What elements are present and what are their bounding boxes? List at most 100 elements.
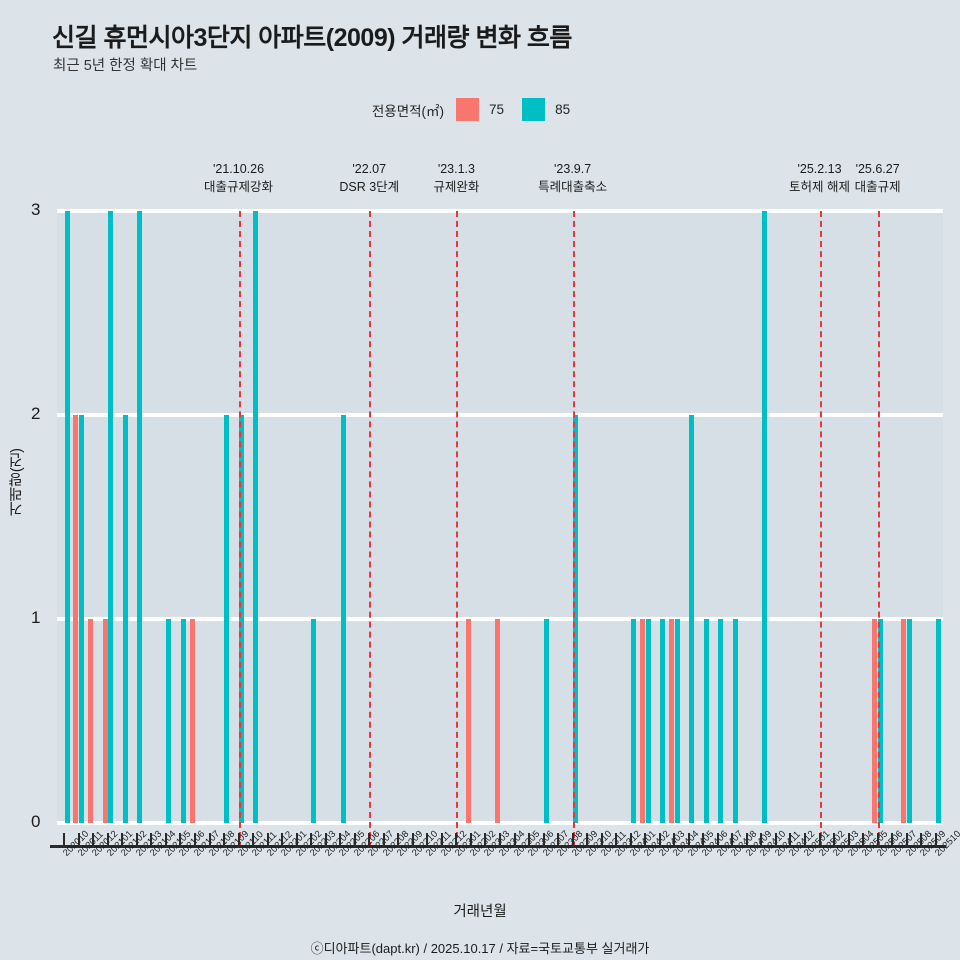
x-tick-202303 <box>484 833 487 845</box>
event-line-202309 <box>572 211 575 848</box>
x-tick-202503 <box>833 833 836 845</box>
event-name: 규제완화 <box>433 180 480 195</box>
bar-202011-85[interactable] <box>79 415 85 823</box>
x-tick-202201 <box>281 833 284 845</box>
bar-202402-85[interactable] <box>645 619 651 823</box>
bar-202510-85[interactable] <box>936 619 942 823</box>
event-name: 대출규제 <box>854 180 901 195</box>
x-tick-202011 <box>77 833 80 845</box>
bar-202109-85[interactable] <box>224 415 230 823</box>
bar-202101-85[interactable] <box>108 211 114 823</box>
bar-202506-85[interactable] <box>877 619 883 823</box>
legend-label-75: 75 <box>489 102 505 117</box>
bar-202407-85[interactable] <box>718 619 724 823</box>
x-tick-202111 <box>252 833 255 845</box>
bar-202107-75[interactable] <box>189 619 195 823</box>
x-tick-202502 <box>818 833 821 845</box>
legend-item-75[interactable]: 75 <box>456 98 504 121</box>
bar-202203-85[interactable] <box>311 619 317 823</box>
x-tick-202104 <box>150 833 153 845</box>
x-tick-202108 <box>208 833 211 845</box>
event-line-202506 <box>877 211 880 848</box>
x-tick-202202 <box>295 833 298 845</box>
x-axis-title: 거래년월 <box>453 904 507 920</box>
event-date: '25.6.27 <box>855 162 900 176</box>
event-line-202110 <box>238 211 241 848</box>
bar-202205-85[interactable] <box>340 415 346 823</box>
x-tick-202203 <box>310 833 313 845</box>
bar-202110-85[interactable] <box>238 415 244 823</box>
x-tick-202105 <box>164 833 167 845</box>
x-tick-202411 <box>774 833 777 845</box>
x-tick-202310 <box>586 833 589 845</box>
x-tick-202509 <box>920 833 923 845</box>
x-tick-202207 <box>368 833 371 845</box>
bar-202508-75[interactable] <box>901 619 907 823</box>
x-tick-202102 <box>121 833 124 845</box>
x-tick-202507 <box>891 833 894 845</box>
gridline-0 <box>57 821 943 825</box>
event-date: '23.1.3 <box>437 162 475 176</box>
footer-note: ⓒ디아파트(dapt.kr) / 2025.10.17 / 자료=국토교통부 실… <box>310 941 650 956</box>
event-name: 특례대출축소 <box>538 180 608 195</box>
bar-202103-85[interactable] <box>137 211 143 823</box>
x-tick-202307 <box>542 833 545 845</box>
bar-202304-75[interactable] <box>494 619 500 823</box>
bar-202404-85[interactable] <box>674 619 680 823</box>
bar-202105-85[interactable] <box>166 619 172 823</box>
x-tick-202110 <box>237 833 240 845</box>
x-tick-202010 <box>63 833 66 845</box>
bar-202410-85[interactable] <box>761 211 767 823</box>
bar-202405-85[interactable] <box>689 415 695 823</box>
x-tick-202401 <box>629 833 632 845</box>
gridline-3 <box>57 209 943 213</box>
gridline-2 <box>57 413 943 417</box>
bar-202307-85[interactable] <box>543 619 549 823</box>
bar-202012-75[interactable] <box>88 619 93 823</box>
x-tick-202209 <box>397 833 400 845</box>
bar-202101-75[interactable] <box>102 619 108 823</box>
x-tick-202403 <box>658 833 661 845</box>
event-date: '22.07 <box>352 162 387 176</box>
x-tick-202204 <box>324 833 327 845</box>
bar-202302-75[interactable] <box>465 619 471 823</box>
event-line-202301 <box>456 211 459 848</box>
x-tick-202302 <box>469 833 472 845</box>
page-title: 신길 휴먼시아3단지 아파트(2009) 거래량 변화 흐름 <box>52 24 572 52</box>
x-tick-202402 <box>644 833 647 845</box>
bar-202111-85[interactable] <box>253 211 259 823</box>
x-tick-202501 <box>804 833 807 845</box>
bar-202309-85[interactable] <box>572 415 578 823</box>
chart-subtitle: 최근 5년 한정 확대 차트 <box>53 58 198 74</box>
bars-layer <box>57 211 943 823</box>
bar-202508-85[interactable] <box>906 619 912 823</box>
bar-202401-85[interactable] <box>631 619 637 823</box>
x-tick-202205 <box>339 833 342 845</box>
x-tick-202208 <box>382 833 385 845</box>
gridline-1 <box>57 617 943 621</box>
legend-label-85: 85 <box>555 102 571 117</box>
bar-202403-85[interactable] <box>660 619 666 823</box>
bar-202106-85[interactable] <box>180 619 186 823</box>
bar-202506-75[interactable] <box>872 619 878 823</box>
legend-item-85[interactable]: 85 <box>522 98 570 121</box>
bar-202402-75[interactable] <box>639 619 645 823</box>
x-tick-202107 <box>193 833 196 845</box>
x-tick-202409 <box>745 833 748 845</box>
x-tick-202210 <box>411 833 414 845</box>
bar-202010-85[interactable] <box>64 211 70 823</box>
x-tick-202405 <box>687 833 690 845</box>
bar-202404-75[interactable] <box>668 619 674 823</box>
event-line-202502 <box>819 211 822 848</box>
bar-202102-85[interactable] <box>122 415 128 823</box>
bar-202011-75[interactable] <box>73 415 79 823</box>
event-date: '21.10.26 <box>213 162 265 176</box>
x-tick-202510 <box>934 833 937 845</box>
x-tick-202508 <box>905 833 908 845</box>
x-tick-202012 <box>92 833 95 845</box>
event-date: '25.2.13 <box>797 162 842 176</box>
bar-202408-85[interactable] <box>732 619 738 823</box>
bar-202406-85[interactable] <box>703 619 709 823</box>
x-tick-202406 <box>702 833 705 845</box>
x-tick-202408 <box>731 833 734 845</box>
